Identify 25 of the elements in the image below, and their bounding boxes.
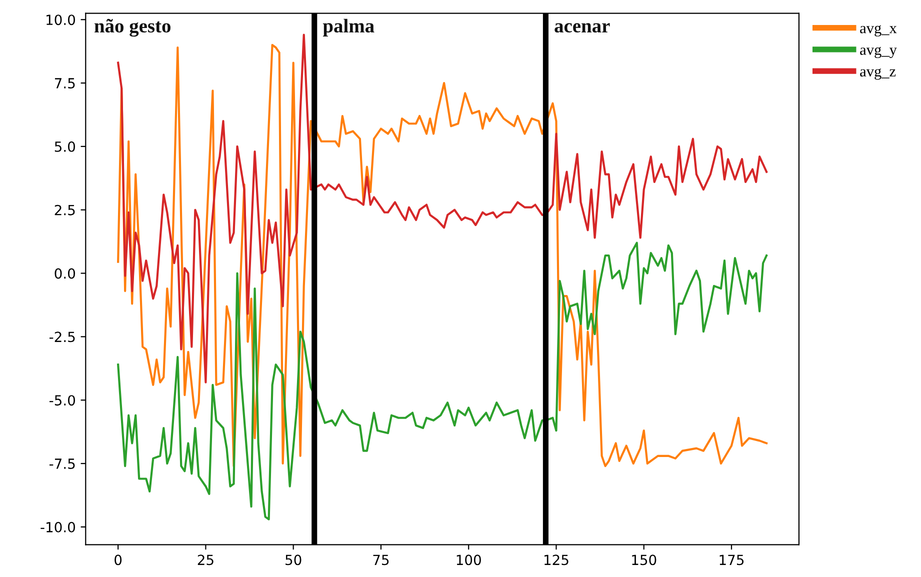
y-tick-label: 2.5 xyxy=(54,204,75,216)
legend-label: avg_z xyxy=(860,68,896,80)
y-tick-label: 5.0 xyxy=(54,141,76,152)
y-tick-label: -10.0 xyxy=(40,522,76,532)
y-tick-label: 0.0 xyxy=(54,268,76,279)
x-tick-label: 125 xyxy=(544,554,568,566)
x-tick-label: 25 xyxy=(198,554,214,566)
x-tick-label: 175 xyxy=(720,554,744,566)
legend-label: avg_y xyxy=(860,46,897,58)
y-tick-label: 10.0 xyxy=(46,14,76,26)
y-tick-label: -5.0 xyxy=(50,395,76,406)
y-tick-label: 7.5 xyxy=(54,78,75,88)
y-tick-label: -2.5 xyxy=(50,332,75,342)
annotation: palma xyxy=(322,18,374,36)
line-series xyxy=(117,242,768,520)
x-tick-label: 0 xyxy=(114,554,122,566)
legend-label: avg_x xyxy=(860,25,897,36)
line-series xyxy=(117,44,768,468)
annotation: acenar xyxy=(554,23,610,33)
annotation: não gesto xyxy=(94,18,170,37)
y-tick-label: -7.5 xyxy=(50,458,75,469)
x-tick-label: 50 xyxy=(286,554,302,566)
x-tick-label: 150 xyxy=(632,554,656,566)
x-tick-label: 75 xyxy=(373,554,389,566)
x-tick-label: 100 xyxy=(456,554,481,566)
